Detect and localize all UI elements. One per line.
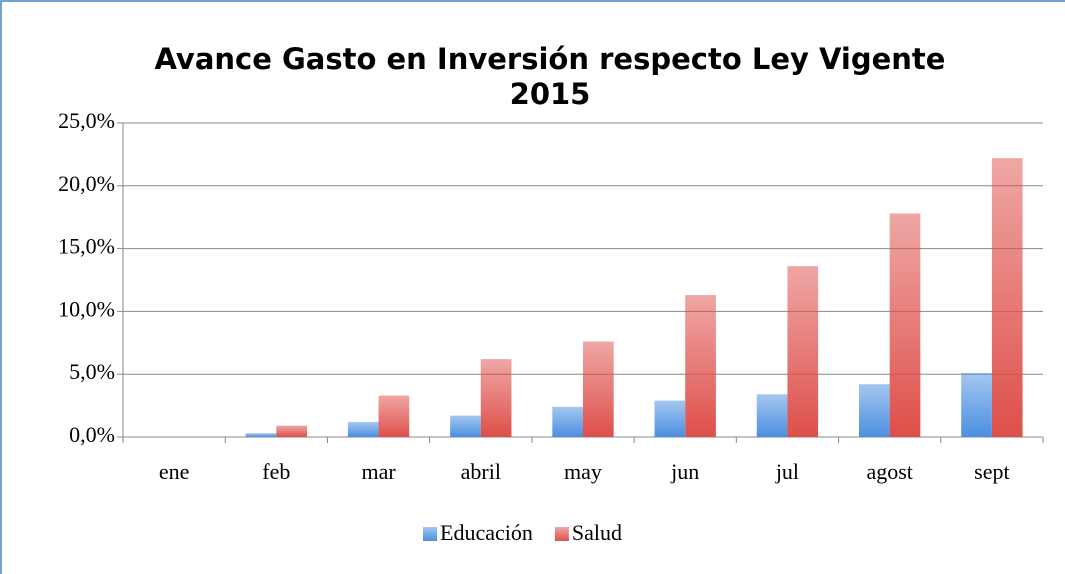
x-tick-label: feb	[262, 459, 290, 484]
bar	[552, 406, 583, 437]
y-tick-label: 15,0%	[58, 234, 115, 259]
bar	[480, 359, 512, 437]
bar	[245, 433, 277, 437]
x-tick-label: abril	[461, 459, 501, 484]
bar	[450, 415, 481, 437]
bar	[654, 400, 686, 437]
bar	[859, 384, 890, 437]
x-tick-label: may	[564, 459, 602, 484]
x-tick-label: agost	[866, 459, 912, 484]
x-tick-label: sept	[974, 459, 1009, 484]
bar	[276, 425, 307, 437]
bar	[991, 158, 1023, 437]
bar	[889, 213, 921, 437]
bar	[961, 372, 992, 437]
x-tick-label: ene	[159, 459, 190, 484]
bar	[685, 295, 716, 437]
bar	[787, 266, 819, 437]
y-tick-label: 20,0%	[58, 171, 115, 196]
y-tick-label: 5,0%	[69, 359, 115, 384]
x-tick-label: jun	[670, 459, 699, 484]
legend-swatch	[554, 527, 569, 541]
legend-label: Salud	[572, 520, 622, 545]
y-tick-label: 10,0%	[58, 296, 115, 321]
bar	[756, 394, 788, 437]
chart-title: Avance Gasto en Inversión respecto Ley V…	[154, 42, 946, 111]
x-tick-label: jul	[775, 459, 799, 484]
bar	[347, 421, 379, 437]
legend-swatch	[423, 527, 437, 541]
bar	[378, 395, 410, 437]
y-tick-label: 25,0%	[58, 108, 115, 133]
bar	[583, 341, 614, 437]
y-tick-label: 0,0%	[69, 422, 115, 447]
legend-label: Educación	[440, 520, 533, 545]
x-tick-label: mar	[361, 459, 396, 484]
